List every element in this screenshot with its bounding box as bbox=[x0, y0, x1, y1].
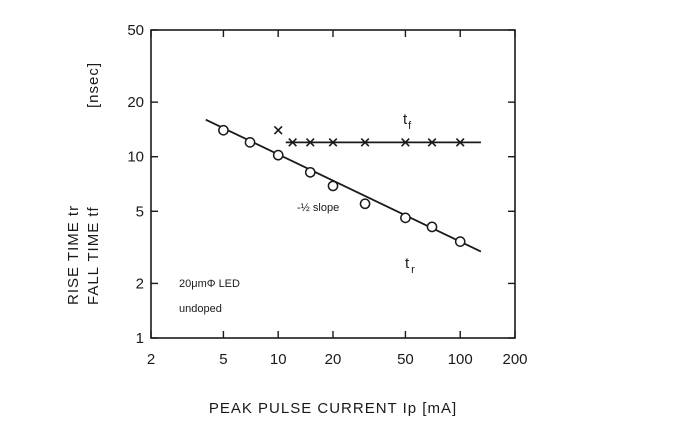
y-axis-title-fall: FALL TIME tf bbox=[85, 206, 102, 305]
x-tick-label: 20 bbox=[325, 351, 342, 368]
point-tr bbox=[272, 149, 284, 161]
y-tick-label: 1 bbox=[136, 330, 144, 347]
y-axis-title-rise: RISE TIME tr bbox=[65, 205, 82, 305]
x-axis-title: PEAK PULSE CURRENT Ip [mA] bbox=[209, 400, 457, 417]
y-axis-unit: [nsec] bbox=[85, 62, 102, 108]
data-markers bbox=[218, 124, 466, 248]
point-tf-stroke bbox=[288, 137, 297, 147]
point-tf bbox=[360, 137, 370, 147]
point-tf bbox=[455, 137, 465, 147]
point-tf-stroke bbox=[273, 125, 283, 135]
point-tf-stroke bbox=[328, 137, 338, 147]
point-tf-stroke bbox=[427, 137, 437, 147]
y-axis-ticks: 1 2 5 10 20 50 bbox=[127, 22, 515, 347]
device-annotation: 20μmΦ LED bbox=[179, 278, 240, 290]
point-tr bbox=[359, 198, 371, 210]
point-tr bbox=[244, 137, 256, 148]
x-tick-label: 100 bbox=[448, 351, 473, 368]
y-tick-label: 5 bbox=[136, 203, 144, 220]
x-tick-label: 5 bbox=[219, 351, 227, 368]
point-tr bbox=[426, 221, 438, 233]
y-axis-title: RISE TIME tr FALL TIME tf [nsec] bbox=[65, 62, 102, 305]
point-tr bbox=[400, 212, 411, 224]
x-tick-label: 10 bbox=[270, 351, 287, 368]
point-tf-stroke bbox=[360, 137, 370, 147]
y-tick-label: 2 bbox=[136, 275, 144, 292]
point-tf bbox=[305, 137, 315, 147]
point-tr bbox=[304, 166, 316, 178]
series-label-tf: tf bbox=[403, 111, 412, 132]
y-tick-label: 20 bbox=[127, 94, 144, 111]
point-tr bbox=[218, 124, 229, 136]
y-tick-label: 50 bbox=[127, 22, 144, 39]
point-tf bbox=[273, 125, 283, 135]
series-label-tr-sub: r bbox=[411, 264, 415, 276]
series-label-tf-sub: f bbox=[408, 120, 412, 132]
x-axis-ticks: 2 5 10 20 50 100 200 bbox=[147, 30, 528, 368]
slope-annotation: -½ slope bbox=[297, 202, 339, 214]
doping-annotation: undoped bbox=[179, 303, 222, 315]
point-tf-stroke bbox=[305, 137, 315, 147]
x-tick-label: 50 bbox=[397, 351, 414, 368]
point-tf bbox=[328, 137, 338, 147]
point-tf bbox=[288, 137, 297, 147]
point-tf bbox=[427, 137, 437, 147]
x-tick-label: 2 bbox=[147, 351, 155, 368]
point-tf-stroke bbox=[401, 137, 410, 147]
point-tr bbox=[454, 236, 466, 248]
x-tick-label: 200 bbox=[502, 351, 527, 368]
y-tick-label: 10 bbox=[127, 149, 144, 166]
point-tr bbox=[327, 180, 339, 192]
point-tf bbox=[401, 137, 410, 147]
point-tf-stroke bbox=[455, 137, 465, 147]
